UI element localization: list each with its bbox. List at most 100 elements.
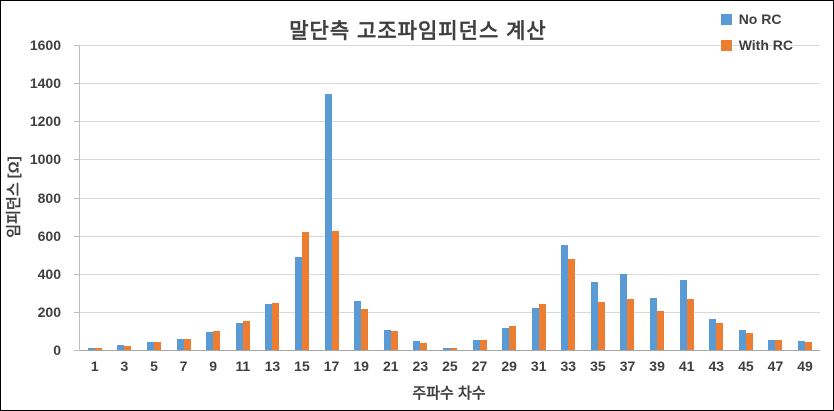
bar-no-rc: [798, 341, 806, 350]
bar-group: 11: [228, 45, 258, 374]
legend-item: With RC: [720, 37, 793, 53]
bar-group: 29: [494, 45, 524, 374]
legend-label: With RC: [738, 37, 793, 53]
y-tick-label: 1200: [29, 113, 61, 130]
bar-group: 37: [613, 45, 643, 374]
x-tick-label: 37: [619, 358, 636, 374]
bar-no-rc: [679, 280, 687, 350]
bar-group: 35: [583, 45, 613, 374]
legend-swatch: [720, 39, 732, 51]
bar-with-rc: [538, 304, 546, 350]
gridline: [80, 197, 820, 199]
x-tick-label: 9: [209, 358, 218, 374]
bar-group: 13: [258, 45, 288, 374]
y-axis-tick: [74, 159, 80, 161]
gridline: [80, 121, 820, 123]
bar-with-rc: [775, 339, 783, 350]
gridline: [80, 45, 820, 46]
bar-with-rc: [805, 342, 813, 350]
y-tick-label: 400: [37, 265, 61, 282]
bar-no-rc: [117, 345, 125, 350]
bar-group: 1: [80, 45, 110, 374]
bar-group: 17: [317, 45, 347, 374]
y-axis-labels: 0 200 400 600 800 1000 1200 1400 1600: [1, 37, 71, 358]
bar-no-rc: [768, 339, 776, 350]
plot-area: 1 3 5 7 9 11 13 15 17 19 21 23 25 27 29 31 33 35 37 39 41 43 4…: [74, 45, 820, 374]
bar-with-rc: [627, 298, 635, 350]
bar-with-rc: [361, 309, 369, 350]
bar-with-rc: [449, 348, 457, 350]
bar-no-rc: [383, 329, 391, 350]
y-axis-tick: [74, 45, 80, 46]
bar-group: 21: [376, 45, 406, 374]
legend: No RC With RC: [720, 11, 793, 53]
bar-with-rc: [301, 231, 309, 350]
x-tick-label: 5: [150, 358, 158, 374]
bar-group: 43: [701, 45, 731, 374]
bar-no-rc: [324, 93, 332, 350]
bar-with-rc: [94, 348, 102, 350]
y-tick-label: 200: [37, 303, 61, 320]
x-tick-label: 11: [235, 358, 251, 374]
x-tick-label: 47: [767, 358, 784, 374]
y-tick-label: 1000: [29, 151, 61, 168]
bar-no-rc: [531, 308, 539, 350]
x-tick-label: 3: [120, 358, 129, 374]
bar-with-rc: [331, 230, 339, 350]
bar-with-rc: [213, 330, 221, 350]
bar-no-rc: [87, 348, 95, 350]
bar-no-rc: [235, 323, 243, 350]
bar-no-rc: [709, 318, 717, 350]
x-tick-label: 13: [264, 358, 281, 374]
bar-no-rc: [442, 348, 450, 350]
x-tick-label: 23: [412, 358, 429, 374]
bar-group: 31: [524, 45, 554, 374]
x-tick-label: 27: [471, 358, 488, 374]
bar-no-rc: [413, 341, 421, 350]
bar-with-rc: [272, 303, 280, 350]
bar-with-rc: [390, 330, 398, 350]
y-axis-tick: [74, 83, 80, 85]
x-tick-label: 19: [353, 358, 369, 374]
bar-group: 49: [790, 45, 820, 374]
bar-with-rc: [568, 258, 576, 350]
bar-with-rc: [716, 323, 724, 350]
x-tick-label: 1: [90, 358, 99, 374]
bar-group: 47: [761, 45, 791, 374]
y-tick-label: 1400: [29, 75, 61, 92]
bar-with-rc: [657, 310, 665, 350]
x-tick-label: 35: [590, 358, 606, 374]
bar-no-rc: [472, 340, 480, 350]
bar-group: 5: [139, 45, 169, 374]
bar-with-rc: [124, 346, 132, 350]
bar-no-rc: [561, 245, 569, 350]
bar-group: 45: [731, 45, 761, 374]
y-tick-label: 1600: [29, 37, 61, 53]
y-axis-tick: [74, 235, 80, 237]
gridline: [80, 350, 820, 351]
bar-with-rc: [479, 340, 487, 350]
bar-no-rc: [176, 338, 184, 350]
gridline: [80, 311, 820, 313]
bar-with-rc: [745, 332, 753, 350]
bar-with-rc: [242, 321, 250, 350]
bar-no-rc: [294, 256, 302, 350]
gridline: [80, 159, 820, 161]
bar-group: 25: [435, 45, 465, 374]
bar-group: 39: [642, 45, 672, 374]
x-tick-label: 25: [442, 358, 458, 374]
bar-no-rc: [206, 331, 214, 350]
bar-group: 7: [169, 45, 199, 374]
y-axis-tick: [74, 197, 80, 199]
x-tick-label: 29: [501, 358, 517, 374]
bar-group: 15: [287, 45, 317, 374]
x-tick-label: 39: [649, 358, 665, 374]
x-tick-label: 31: [530, 358, 547, 374]
y-tick-label: 0: [53, 342, 61, 358]
legend-item: No RC: [720, 11, 793, 27]
bar-groups: 1 3 5 7 9 11 13 15 17 19 21 23 25 27 29 31 33 35 37 39 41 43 4…: [80, 45, 820, 374]
x-tick-label: 45: [738, 358, 754, 374]
gridline: [80, 273, 820, 275]
bar-group: 23: [406, 45, 436, 374]
